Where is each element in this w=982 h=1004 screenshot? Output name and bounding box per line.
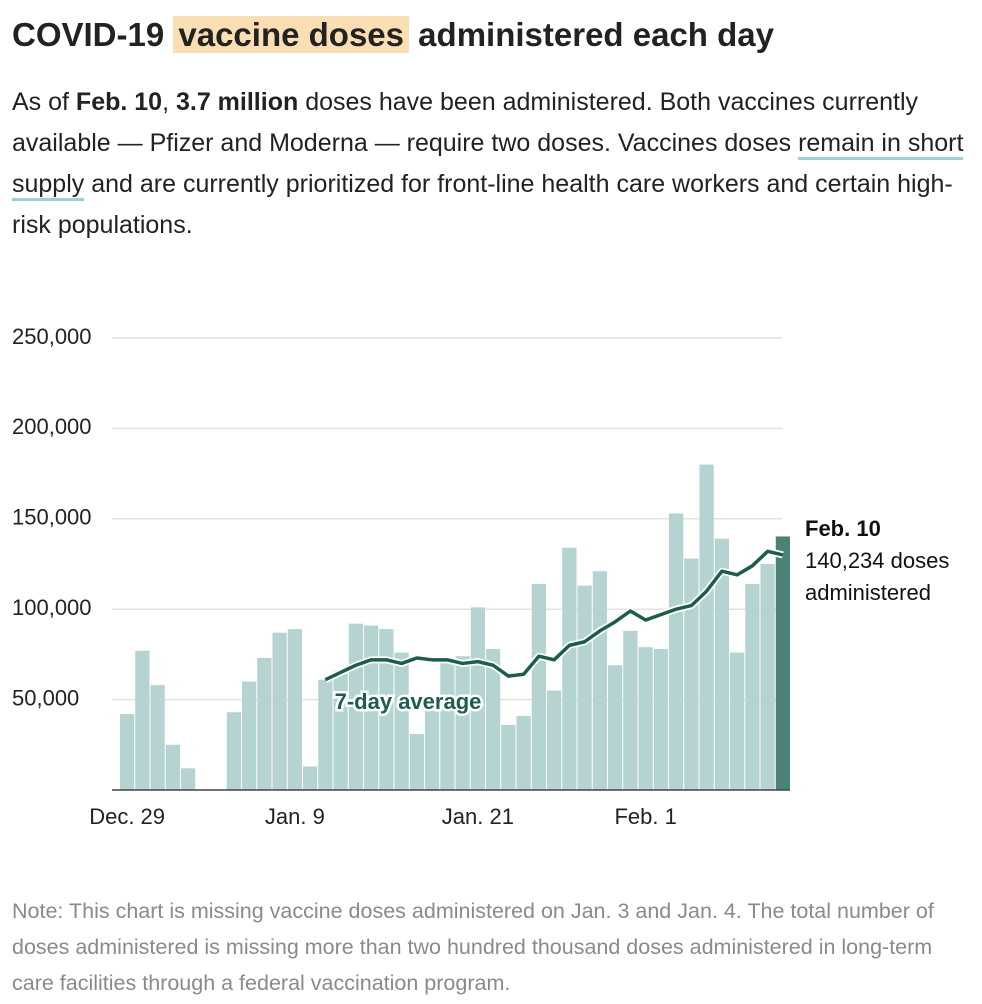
bar — [379, 629, 394, 790]
y-tick-label: 200,000 — [12, 414, 92, 439]
bar — [684, 558, 699, 790]
x-tick-label: Jan. 21 — [442, 804, 514, 829]
bar — [577, 585, 592, 790]
bar — [486, 648, 501, 790]
subtitle-part: and are currently prioritized for front-… — [12, 170, 953, 239]
subtitle-part: As of — [12, 88, 76, 116]
bar — [669, 513, 684, 790]
bar — [547, 690, 562, 790]
bar — [531, 583, 546, 790]
annotation: Feb. 10 — [805, 516, 881, 541]
bar — [333, 670, 348, 790]
chart: 50,000 100,000 150,000 200,000 250,000 Dec. 2… — [12, 324, 949, 829]
line — [324, 549, 784, 682]
bar — [501, 724, 516, 790]
bar — [608, 665, 623, 790]
bar — [135, 650, 150, 790]
bar — [760, 564, 775, 790]
bar — [226, 712, 241, 790]
y-tick-label: 250,000 — [12, 324, 92, 349]
bar — [592, 571, 607, 790]
bar — [470, 607, 485, 790]
bar — [257, 658, 272, 790]
bar — [181, 768, 196, 790]
title-part: COVID-19 — [12, 16, 174, 53]
bar — [425, 705, 440, 790]
bar — [120, 714, 135, 790]
bar — [364, 625, 379, 790]
chart-subtitle: As of Feb. 10, 3.7 million doses have be… — [12, 82, 972, 246]
title-part: administered each day — [409, 16, 774, 53]
bar — [318, 679, 333, 790]
annotation: 140,234 doses — [805, 548, 949, 573]
bar — [242, 681, 257, 790]
bar — [714, 538, 729, 790]
bar — [303, 766, 318, 790]
annotation: administered — [805, 580, 931, 605]
bar — [623, 630, 638, 790]
subtitle-part: , — [162, 88, 176, 116]
subtitle-part: Feb. 10 — [75, 88, 163, 116]
bar — [699, 464, 714, 790]
bar — [165, 744, 180, 790]
chart-note: Note: This chart is missing vaccine dose… — [12, 899, 934, 995]
subtitle-part: 3.7 million — [175, 88, 299, 116]
line-label: 7-day average — [335, 689, 482, 714]
bar — [775, 536, 790, 790]
y-tick-label: 150,000 — [12, 505, 92, 530]
x-tick-label: Jan. 9 — [265, 804, 325, 829]
bar — [455, 656, 470, 790]
bar — [150, 685, 165, 790]
y-tick-label: 50,000 — [12, 685, 79, 710]
chart-title: COVID-19 vaccine doses administered each… — [12, 16, 774, 54]
bar — [562, 547, 577, 790]
subtitle-part: remain in short supply — [12, 129, 964, 201]
bar — [394, 652, 409, 790]
bar — [516, 715, 531, 790]
bar — [272, 632, 287, 790]
bar — [638, 647, 653, 790]
subtitle-part: doses have been administered. Both vacci… — [12, 88, 919, 157]
bar — [730, 652, 745, 790]
bar — [653, 648, 668, 790]
bar — [287, 629, 302, 790]
title-part: vaccine doses — [173, 16, 410, 53]
x-tick-label: Feb. 1 — [614, 804, 676, 829]
x-tick-label: Dec. 29 — [89, 804, 165, 829]
bar — [745, 583, 760, 790]
bar — [440, 659, 455, 790]
bar — [409, 733, 424, 790]
y-tick-label: 100,000 — [12, 595, 92, 620]
